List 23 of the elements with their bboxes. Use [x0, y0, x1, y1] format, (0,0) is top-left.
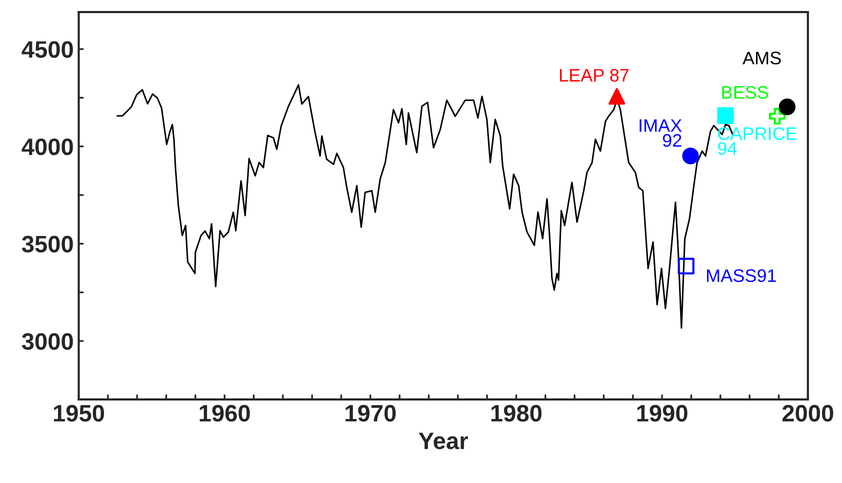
- point: [778, 98, 796, 116]
- point: [608, 88, 626, 105]
- x-tick-label: 1970: [346, 404, 396, 422]
- point: [678, 258, 694, 274]
- x-tick-label: 1950: [54, 404, 104, 422]
- x-tick-label: 1990: [637, 404, 688, 422]
- series-label: CAPRICE 94: [718, 127, 797, 155]
- series-label: LEAP 87: [560, 68, 629, 82]
- series-label: AMS: [742, 52, 781, 64]
- y-tick-label: 3500: [22, 236, 73, 253]
- series-label: BESS: [722, 86, 768, 99]
- x-axis-title: Year: [418, 432, 468, 450]
- y-tick-label: 3000: [22, 333, 73, 350]
- point: [717, 107, 734, 124]
- x-tick-label: 1980: [491, 404, 542, 422]
- x-tick-label: 2000: [782, 404, 834, 422]
- x-tick-label: 1960: [200, 404, 250, 422]
- point: [682, 148, 699, 164]
- point: [768, 108, 786, 125]
- series-label: MASS91: [707, 269, 776, 282]
- y-tick-label: 4500: [22, 41, 73, 58]
- y-tick-label: 4000: [22, 138, 73, 156]
- series-label: IMAX 92: [640, 119, 682, 147]
